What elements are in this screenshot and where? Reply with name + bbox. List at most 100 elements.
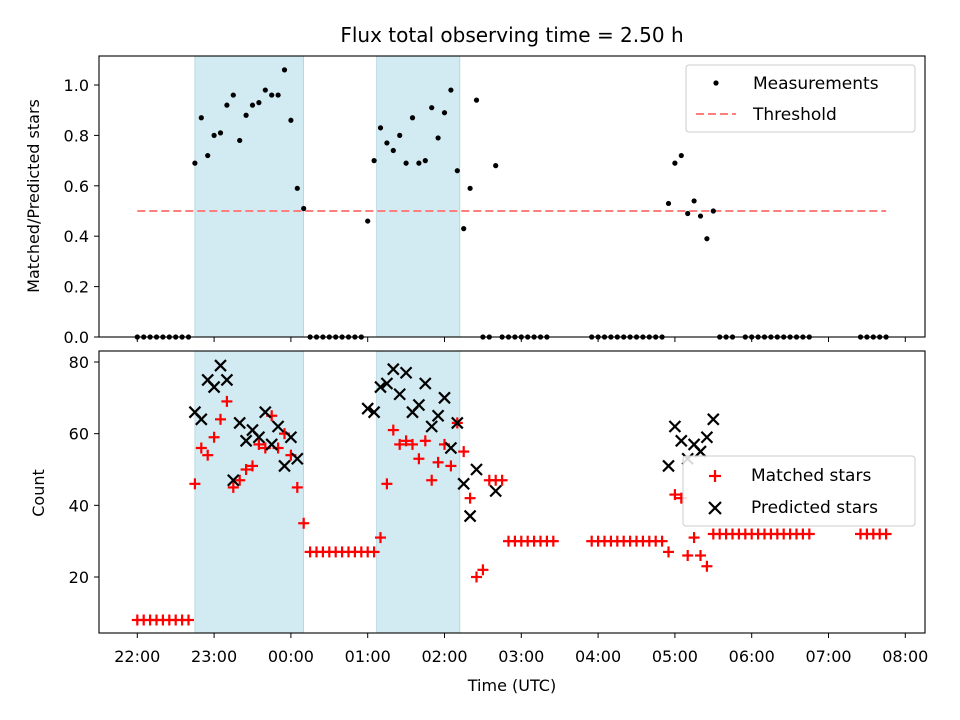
predicted-star-point (207, 380, 221, 394)
predicted-star-point (252, 430, 266, 444)
ratio-y-ticks: 0.0 0.2 0.4 0.6 0.8 1.0 (64, 76, 99, 347)
measurement-point (262, 87, 268, 93)
y-tick-label: 0.4 (64, 227, 89, 246)
matched-star-point (413, 453, 425, 465)
measurement-point (710, 208, 716, 214)
x-tick-label: 06:00 (729, 647, 775, 666)
matched-star-point (221, 395, 233, 407)
count-axes-frame (98, 350, 926, 634)
matched-star-point (234, 474, 246, 486)
predicted-star-point (444, 441, 458, 455)
ratio-axes-frame (98, 55, 926, 338)
measurement-point (256, 100, 262, 106)
y-tick-label: 40 (69, 496, 89, 515)
legend-matched-marker (709, 470, 721, 482)
time-x-ticks: 22:00 23:00 00:00 01:00 02:00 03:00 04:00 05:00… (114, 633, 928, 666)
measurement-point (672, 160, 678, 166)
measurement-point (390, 147, 396, 154)
predicted-star-point (374, 380, 387, 394)
matched-star-point (547, 535, 559, 547)
matched-stars-points (131, 395, 892, 626)
count-panel: 20 40 60 80 22:00 23:00 00:00 01:00 02:00 03:00 0… (29, 350, 928, 695)
predicted-star-point (700, 430, 714, 444)
x-tick-label: 03:00 (498, 647, 544, 666)
predicted-star-point (227, 473, 240, 487)
matched-star-point (432, 456, 444, 468)
matched-star-point (496, 474, 508, 486)
count-legend: Matched stars Predicted stars (682, 455, 916, 527)
measurement-point (473, 97, 480, 103)
legend-predicted-label: Predicted stars (751, 498, 878, 518)
measurement-point (665, 200, 672, 207)
measurement-point (685, 210, 691, 217)
measurement-point (224, 102, 230, 108)
predicted-star-point (425, 420, 438, 433)
matched-star-point (400, 435, 412, 447)
predicted-star-point (220, 373, 234, 387)
matched-star-point (202, 449, 214, 461)
matched-star-point (688, 532, 700, 544)
matched-star-point (803, 528, 815, 540)
legend-threshold-label: Threshold (752, 105, 837, 125)
matched-star-point (477, 564, 489, 576)
x-tick-label: 22:00 (114, 647, 160, 666)
predicted-star-point (470, 463, 483, 476)
observing-interval-band (376, 350, 461, 634)
legend-predicted-marker (708, 501, 722, 515)
predicted-star-point (367, 405, 381, 419)
observing-interval-band (194, 350, 304, 634)
predicted-star-point (214, 359, 227, 372)
predicted-star-point (271, 420, 285, 433)
predicted-star-point (412, 398, 426, 412)
measurement-point (377, 125, 384, 131)
measurement-point (397, 132, 403, 138)
predicted-star-point (278, 459, 291, 473)
measurement-point (461, 226, 467, 232)
predicted-star-point (463, 509, 477, 523)
matched-star-point (656, 535, 668, 547)
measurement-point (384, 140, 390, 146)
matched-star-point (394, 438, 406, 450)
legend-matched-label: Matched stars (751, 466, 871, 486)
y-tick-label: 0.8 (64, 126, 89, 145)
count-y-ticks: 20 40 60 80 (69, 353, 99, 587)
measurement-point (697, 213, 704, 219)
x-tick-label: 23:00 (191, 647, 237, 666)
predicted-star-point (438, 391, 451, 405)
matched-star-point (663, 546, 674, 558)
measurement-point (237, 137, 243, 144)
predicted-star-point (387, 362, 400, 376)
matched-star-point (458, 446, 470, 458)
measurement-point (403, 160, 409, 166)
predicted-star-point (380, 377, 394, 390)
predicted-star-point (451, 416, 464, 430)
measurement-point (409, 115, 416, 121)
matched-star-point (368, 546, 380, 558)
matched-star-point (375, 532, 386, 544)
measurement-point (192, 160, 198, 166)
measurement-point (371, 158, 377, 164)
matched-star-point (240, 464, 252, 475)
predicted-star-point (707, 413, 720, 426)
y-tick-label: 0.0 (64, 328, 89, 347)
observing-interval-band (376, 55, 461, 338)
predicted-star-point (675, 434, 688, 448)
legend-measurements-marker (713, 80, 719, 86)
predicted-star-point (399, 366, 413, 380)
measurement-point (288, 117, 294, 123)
x-axis-label: Time (UTC) (467, 676, 556, 695)
matched-star-point (445, 460, 457, 472)
matched-star-point (381, 478, 393, 490)
measurement-point (416, 160, 422, 166)
measurement-point (678, 152, 684, 159)
measurement-point (301, 205, 307, 212)
ratio-y-axis-label: Matched/Predicted stars (24, 99, 43, 293)
ratio-legend-box (685, 64, 916, 133)
predicted-star-point (668, 420, 682, 433)
matched-star-point (471, 571, 482, 583)
matched-star-point (253, 438, 265, 450)
matched-star-point (298, 517, 310, 529)
predicted-star-point (419, 377, 432, 390)
matched-star-point (701, 560, 713, 572)
